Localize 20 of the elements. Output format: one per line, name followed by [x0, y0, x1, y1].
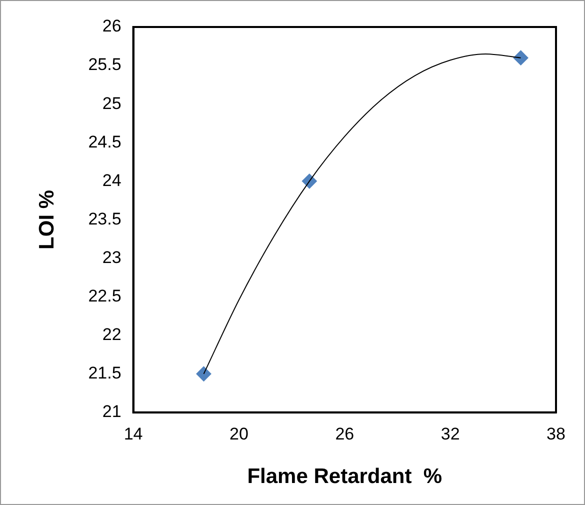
x-tick-label: 32	[440, 424, 460, 444]
y-tick-label: 24	[102, 170, 122, 190]
y-tick-label: 21	[102, 402, 122, 422]
x-tick-label: 20	[230, 424, 248, 444]
x-tick-label: 14	[124, 424, 143, 444]
y-axis-title: LOI %	[35, 190, 58, 250]
y-tick-label: 24.5	[88, 132, 122, 152]
point	[513, 50, 528, 66]
x-tick-label: 38	[546, 424, 566, 444]
y-tick-label: 25.5	[88, 55, 122, 74]
y-tick-label: 21.5	[88, 364, 122, 383]
y-tick-label: 25	[102, 94, 122, 113]
y-tick-label: 23	[102, 248, 122, 267]
x-axis-title: Flame Retardant %	[247, 465, 442, 488]
y-tick-label: 22	[102, 325, 122, 344]
x-tick-label: 26	[335, 424, 354, 444]
y-tick-label: 26	[102, 16, 122, 36]
point	[196, 366, 212, 382]
y-tick-label: 22.5	[88, 286, 122, 306]
y-tick-label: 23.5	[88, 209, 122, 228]
